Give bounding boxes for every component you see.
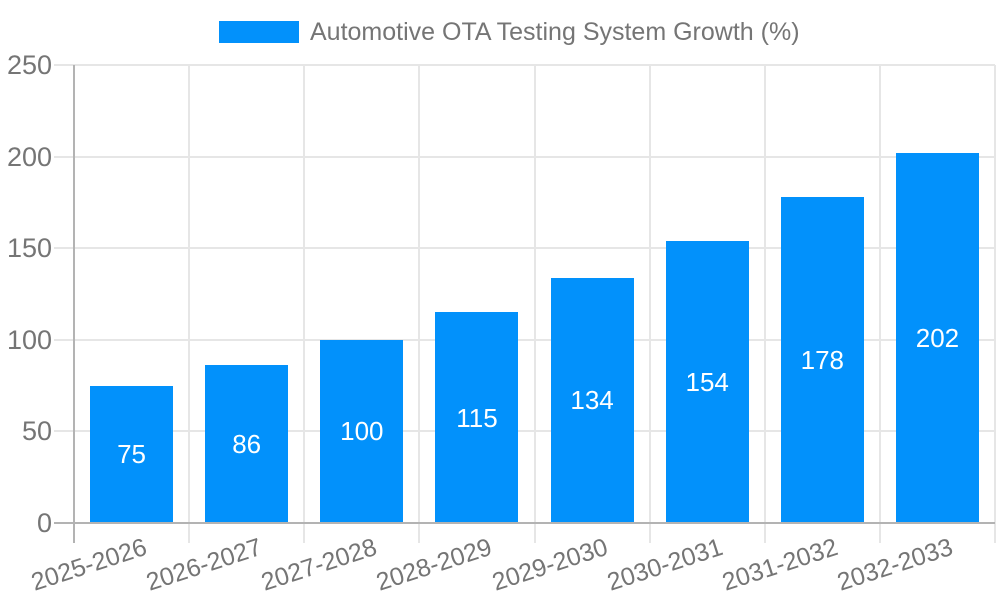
x-axis-tick [73, 523, 75, 543]
x-axis-tick [188, 523, 191, 543]
x-axis-tick [878, 523, 881, 543]
y-tick-label: 100 [6, 324, 52, 355]
bar[interactable] [665, 240, 749, 523]
horizontal-gridline [54, 338, 995, 341]
x-tick-label: 2032-2033 [833, 533, 957, 597]
bar-value-label: 154 [685, 366, 729, 397]
bar-value-label: 86 [232, 429, 262, 460]
legend-swatch[interactable] [219, 21, 299, 43]
horizontal-gridline [54, 430, 995, 433]
x-tick-label: 2030-2031 [603, 533, 726, 597]
horizontal-gridline [54, 64, 995, 66]
vertical-gridline [303, 65, 306, 523]
bar[interactable] [90, 385, 174, 523]
y-tick-label: 250 [6, 50, 52, 80]
y-tick-label: 200 [6, 141, 52, 172]
bar-value-label: 202 [915, 322, 960, 353]
bar[interactable] [895, 152, 979, 523]
bar[interactable] [550, 277, 634, 523]
bar-value-label: 134 [570, 385, 614, 416]
x-axis-line [54, 522, 995, 524]
y-tick-label: 0 [36, 508, 52, 538]
vertical-gridline [188, 65, 191, 523]
vertical-gridline [418, 65, 421, 523]
x-tick-label: 2027-2028 [258, 533, 381, 597]
bar[interactable] [320, 339, 404, 523]
horizontal-gridline [54, 155, 995, 158]
y-axis-line [73, 65, 75, 523]
x-axis-tick [994, 523, 996, 543]
x-tick-label: 2025-2026 [27, 533, 151, 597]
vertical-gridline [994, 65, 996, 523]
x-tick-label: 2029-2030 [488, 533, 611, 597]
vertical-gridline [763, 65, 766, 523]
horizontal-gridline [54, 247, 995, 250]
bar-value-label: 178 [800, 344, 844, 375]
bar-value-label: 115 [456, 402, 498, 433]
legend-label: Automotive OTA Testing System Growth (%) [310, 18, 800, 46]
x-axis-tick [763, 523, 766, 543]
x-tick-label: 2026-2027 [142, 533, 266, 597]
x-tick-label: 2031-2032 [718, 533, 841, 597]
x-axis-tick [303, 523, 306, 543]
y-tick-label: 50 [21, 416, 52, 447]
x-axis-tick [648, 523, 651, 543]
bar[interactable] [205, 365, 289, 523]
vertical-gridline [878, 65, 881, 523]
bar-value-label: 75 [117, 439, 147, 470]
x-axis-tick [533, 523, 536, 543]
bar[interactable] [435, 312, 519, 523]
x-tick-label: 2028-2029 [373, 533, 496, 597]
vertical-gridline [533, 65, 536, 523]
vertical-gridline [648, 65, 651, 523]
bar-value-label: 100 [340, 416, 384, 447]
x-axis-tick [418, 523, 421, 543]
bar[interactable] [780, 196, 864, 523]
y-tick-label: 150 [6, 233, 52, 264]
